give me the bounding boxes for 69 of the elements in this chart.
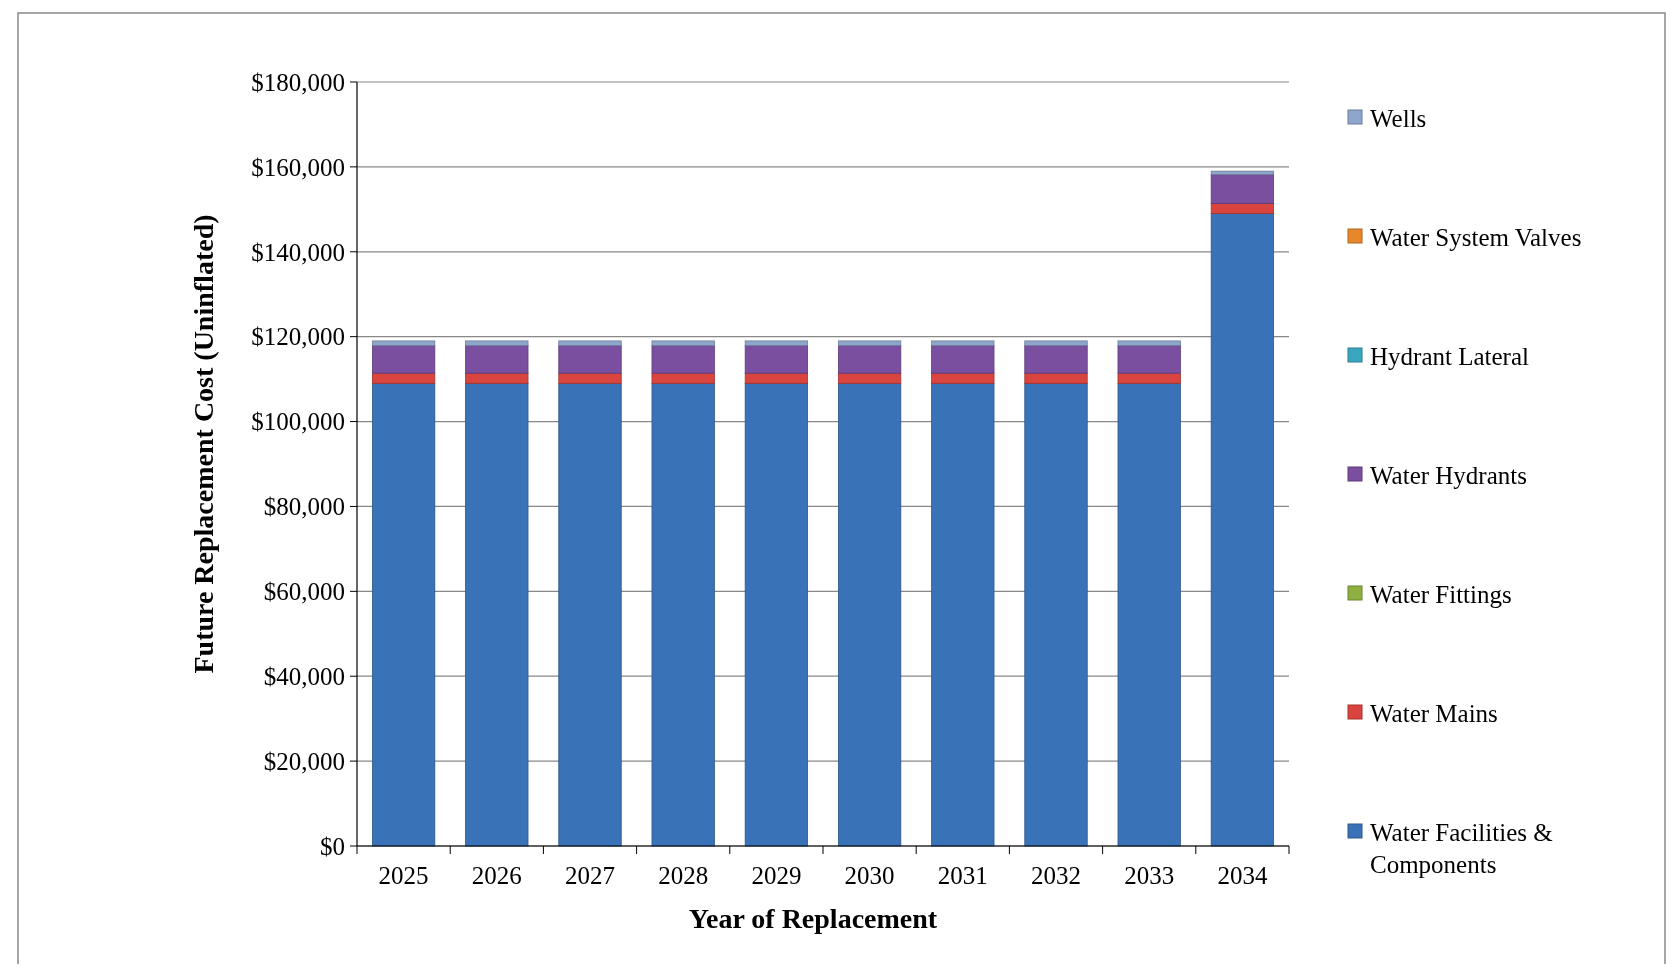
x-tick-label: 2026 bbox=[471, 862, 522, 889]
x-tick-label: 2030 bbox=[844, 862, 895, 889]
bar bbox=[1117, 382, 1181, 847]
bar bbox=[465, 340, 529, 346]
bar bbox=[558, 382, 622, 847]
bar bbox=[371, 345, 436, 374]
y-axis-title: Future Replacement Cost (Uninflated) bbox=[188, 214, 219, 674]
bar bbox=[1024, 372, 1088, 384]
x-tick-label: 2034 bbox=[1217, 862, 1268, 889]
bar bbox=[651, 340, 715, 346]
bar bbox=[837, 345, 902, 374]
x-tick-label: 2032 bbox=[1031, 862, 1081, 889]
bar bbox=[744, 382, 809, 847]
bar bbox=[1117, 372, 1181, 384]
bar bbox=[744, 340, 809, 346]
bar bbox=[931, 345, 995, 374]
y-tick-label: $120,000 bbox=[251, 323, 345, 351]
legend-label: Water Mains bbox=[1370, 699, 1498, 727]
y-tick-label: $140,000 bbox=[251, 238, 345, 266]
bar bbox=[465, 372, 529, 384]
legend-label: Hydrant Lateral bbox=[1370, 342, 1529, 370]
y-tick-label: $20,000 bbox=[263, 747, 345, 775]
bar bbox=[1024, 340, 1088, 346]
bar bbox=[1210, 170, 1275, 175]
legend-label: Water Hydrants bbox=[1370, 461, 1527, 489]
bar bbox=[1117, 345, 1181, 374]
bar bbox=[1210, 202, 1275, 214]
legend-label: Water Fittings bbox=[1370, 580, 1512, 608]
y-tick-label: $40,000 bbox=[263, 662, 345, 690]
bar bbox=[651, 382, 715, 847]
bar bbox=[465, 382, 529, 847]
bar bbox=[1117, 340, 1181, 346]
bar bbox=[651, 372, 715, 384]
bar bbox=[465, 345, 529, 374]
bar bbox=[744, 372, 809, 384]
x-tick-label: 2025 bbox=[378, 862, 429, 889]
x-tick-label: 2029 bbox=[751, 862, 802, 889]
bar bbox=[837, 340, 902, 346]
bar bbox=[558, 372, 622, 384]
bar bbox=[558, 345, 622, 374]
bar bbox=[371, 382, 436, 847]
bar bbox=[1024, 382, 1088, 847]
bar bbox=[371, 340, 436, 346]
legend-label: Water Facilities & Components bbox=[1370, 818, 1553, 879]
bar bbox=[1210, 174, 1275, 204]
y-tick-label: $160,000 bbox=[251, 153, 345, 181]
y-tick-label: $180,000 bbox=[251, 68, 345, 96]
bar bbox=[931, 372, 995, 384]
x-tick-label: 2031 bbox=[937, 862, 988, 889]
y-tick-label: $60,000 bbox=[263, 578, 345, 606]
legend-label: Wells bbox=[1370, 104, 1427, 132]
y-tick-label: $80,000 bbox=[263, 493, 345, 521]
bar bbox=[744, 345, 809, 374]
bar bbox=[837, 372, 902, 384]
bar bbox=[651, 345, 715, 374]
bar bbox=[837, 382, 902, 847]
bar bbox=[1024, 345, 1088, 374]
bar bbox=[931, 382, 995, 847]
legend-label: Water System Valves bbox=[1370, 223, 1582, 251]
x-axis-title: Year of Replacement bbox=[688, 903, 938, 934]
bar bbox=[1210, 213, 1275, 847]
y-tick-label: $100,000 bbox=[251, 408, 345, 436]
y-tick-label: $0 bbox=[320, 832, 345, 860]
bar bbox=[931, 340, 995, 346]
x-tick-label: 2027 bbox=[565, 862, 615, 889]
bar bbox=[371, 372, 436, 384]
x-tick-label: 2028 bbox=[658, 862, 709, 889]
bar bbox=[558, 340, 622, 346]
x-tick-label: 2033 bbox=[1124, 862, 1175, 889]
